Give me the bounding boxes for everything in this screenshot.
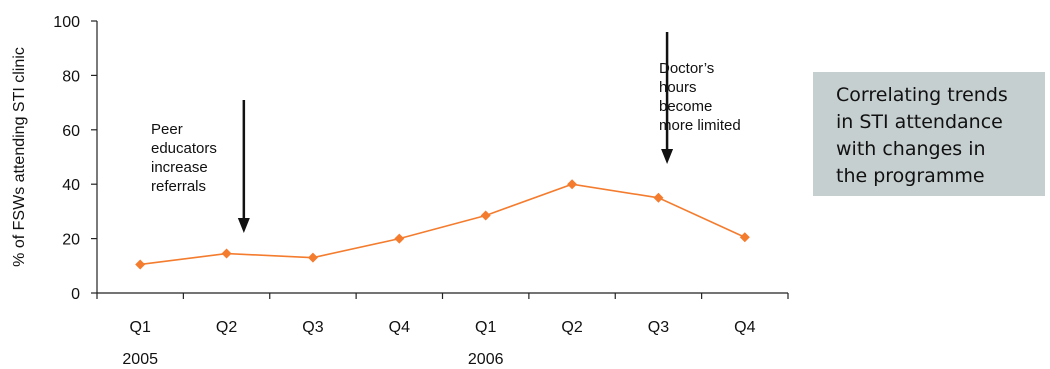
x-tick-label: Q2 xyxy=(561,319,582,336)
arrow-doctor-head xyxy=(661,149,674,164)
y-tick-label: 40 xyxy=(62,177,80,194)
callout-line: with changes in xyxy=(836,138,986,160)
arrow-peer-head xyxy=(237,218,250,233)
data-point xyxy=(480,210,491,221)
y-tick-label: 100 xyxy=(53,14,80,31)
x-tick-label: Q2 xyxy=(216,319,237,336)
data-point xyxy=(221,248,232,259)
annotation-doctor-text: become xyxy=(659,98,712,115)
annotation-doctor-text: more limited xyxy=(659,117,741,134)
series-line xyxy=(140,183,746,266)
annotation-peer-text: referrals xyxy=(151,178,206,195)
data-point xyxy=(307,252,318,263)
y-tick-label: 60 xyxy=(62,123,80,140)
callout-line: the programme xyxy=(836,165,985,187)
series-group xyxy=(135,179,750,270)
annotation-peer-text: educators xyxy=(151,140,217,157)
data-point xyxy=(394,233,405,244)
callout-box: Correlating trends in STI attendance wit… xyxy=(813,72,1045,196)
y-axis-label: % of FSWs attending STI clinic xyxy=(11,47,28,267)
data-point xyxy=(739,232,750,243)
data-point xyxy=(653,192,664,203)
callout-line: in STI attendance xyxy=(836,111,1003,133)
x-tick-label: Q1 xyxy=(130,319,151,336)
x-tick-label: Q3 xyxy=(302,319,323,336)
y-tick-label: 20 xyxy=(62,232,80,249)
x-axis-ticks: Q1 Q2 Q3 Q4 Q1 Q2 Q3 Q4 2005 2006 xyxy=(96,293,789,368)
annotations-group: Peer educators increase referrals Doctor’s ho… xyxy=(151,32,741,233)
x-tick-label: Q1 xyxy=(475,319,496,336)
year-label: 2006 xyxy=(468,351,504,368)
y-tick-label: 0 xyxy=(71,286,80,303)
x-tick-label: Q4 xyxy=(389,319,410,336)
annotation-peer-text: Peer xyxy=(151,121,183,138)
y-tick-label: 80 xyxy=(62,68,80,85)
year-label: 2005 xyxy=(122,351,158,368)
data-point xyxy=(135,259,146,270)
annotation-peer-text: increase xyxy=(151,159,208,176)
annotation-doctor-text: Doctor’s xyxy=(659,60,714,77)
x-tick-label: Q3 xyxy=(648,319,669,336)
y-axis-ticks: 0 20 40 60 80 100 xyxy=(53,14,97,303)
x-tick-label: Q4 xyxy=(734,319,755,336)
callout-line: Correlating trends xyxy=(836,84,1008,106)
annotation-doctor-text: hours xyxy=(659,79,697,96)
data-point xyxy=(567,179,578,190)
